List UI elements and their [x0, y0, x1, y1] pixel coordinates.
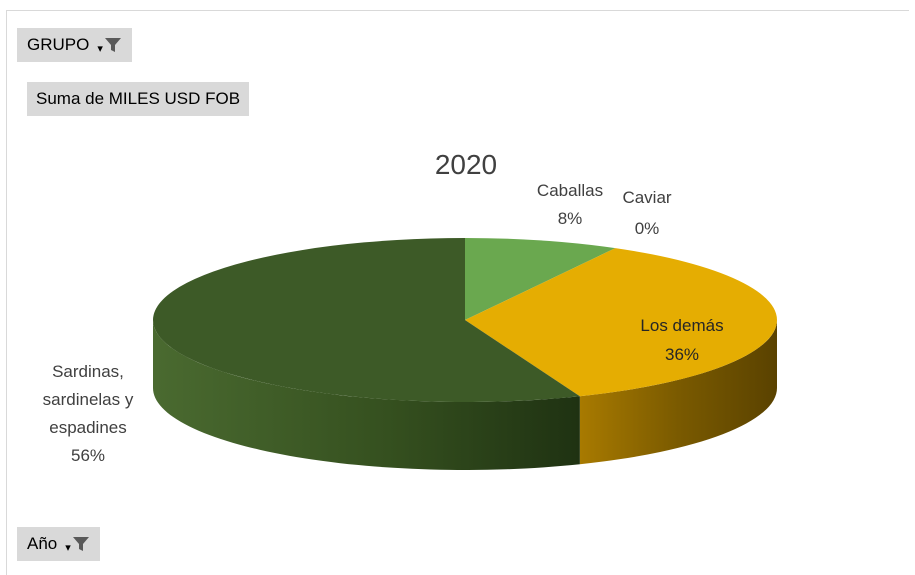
filter-funnel-icon	[72, 537, 89, 551]
label-caballas-value: 8%	[558, 209, 583, 228]
label-caviar-name: Caviar	[622, 188, 671, 207]
group-filter-label: GRUPO	[27, 35, 90, 54]
label-losdemas-value: 36%	[665, 345, 699, 364]
label-caballas-name: Caballas	[537, 181, 603, 200]
group-filter-button[interactable]: GRUPO ▾	[17, 28, 132, 62]
value-field-button[interactable]: Suma de MILES USD FOB	[27, 82, 250, 116]
pie-side-2	[579, 320, 777, 465]
pie-slice-2	[465, 248, 777, 397]
dropdown-caret-icon: ▾	[65, 541, 71, 554]
label-sardinas-line2: sardinelas y	[43, 390, 134, 409]
value-field-label: Suma de MILES USD FOB	[36, 89, 241, 108]
pie-slice-0	[465, 238, 616, 320]
filter-funnel-icon	[104, 38, 121, 52]
pie-slice-3	[152, 238, 580, 402]
pie-side-3	[153, 320, 580, 470]
year-filter-button[interactable]: Año ▾	[17, 527, 100, 561]
chart-title: 2020	[435, 149, 497, 180]
label-sardinas-line3: espadines	[49, 418, 127, 437]
year-filter-label: Año	[27, 534, 58, 553]
label-sardinas-value: 56%	[71, 446, 105, 465]
chart-area	[6, 10, 909, 575]
label-sardinas-line1: Sardinas,	[52, 362, 124, 381]
label-caviar-value: 0%	[635, 219, 660, 238]
dropdown-caret-icon: ▾	[97, 42, 103, 55]
label-losdemas-name: Los demás	[640, 316, 723, 335]
